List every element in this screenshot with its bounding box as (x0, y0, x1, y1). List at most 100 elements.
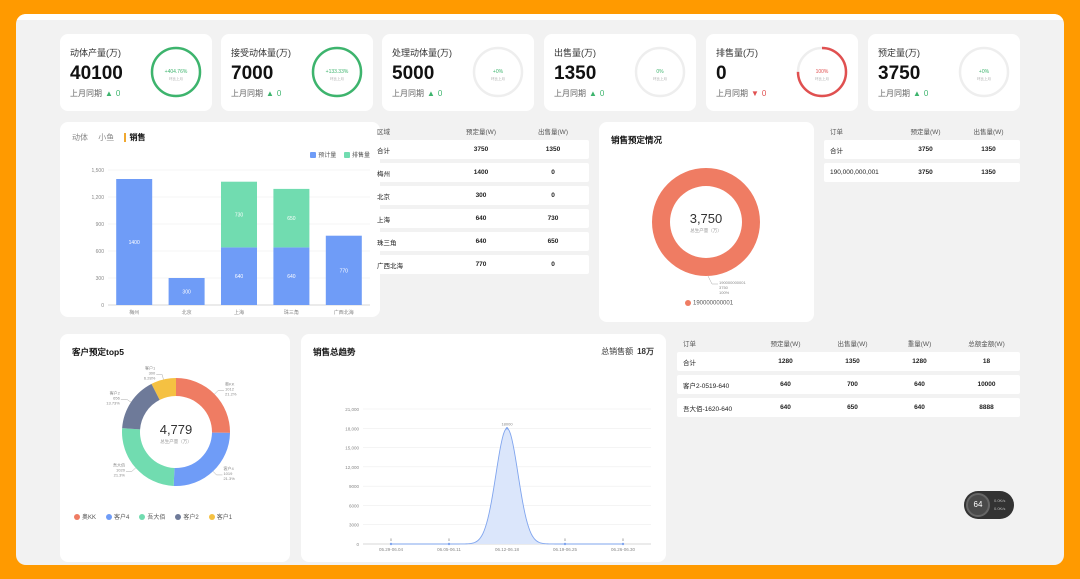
customer-callout-text: 21.2% (225, 392, 237, 397)
bar-forecast[interactable] (273, 247, 310, 305)
bar-sold[interactable] (221, 181, 257, 248)
table-row[interactable]: 客户2-0519-640 640 700 640 10000 (677, 375, 1020, 394)
bar-value-label: 1400 (129, 240, 140, 246)
customer-legend-item[interactable]: 吾大佰 (139, 512, 165, 525)
customer-donut-slice[interactable] (173, 432, 230, 486)
bar-forecast[interactable] (325, 235, 362, 305)
trend-point[interactable] (621, 542, 625, 546)
dashboard-frame: 动体产量(万) 40100 上月同期 ▲ 0 +404.76% 环比上月 接受动体量(万) 70… (16, 14, 1064, 565)
legend-sold: 排售量 (351, 153, 370, 159)
table-header-cell: 订单 (683, 341, 696, 348)
trend-point[interactable] (389, 542, 393, 546)
table-cell: 650 (847, 404, 858, 411)
table-row[interactable]: 上海 640 730 (371, 209, 589, 228)
trend-ytick: 0 (356, 542, 359, 547)
bar-chart-card: 动体 小鱼 销售 预计量 排售量 0 300 600 900 1,200 1,500 140… (60, 122, 380, 317)
kpi-title: 排售量(万) (716, 48, 758, 58)
customer-legend-item[interactable]: 客户1 (208, 512, 233, 525)
customer-legend-item[interactable]: 客户4 (106, 512, 129, 525)
table-cell: 0 (551, 261, 555, 268)
table-row[interactable]: 梅州 1400 0 (371, 163, 589, 182)
kpi-ring: +0%环比上月 (472, 46, 524, 98)
tab-dongti[interactable]: 动体 (72, 133, 88, 142)
bar-value-label: 730 (235, 213, 244, 219)
kpi-ring-progress (796, 46, 848, 98)
table-cell: 640 (475, 215, 487, 222)
legend-swatch (139, 514, 146, 521)
table-row[interactable]: 北京 300 0 (371, 186, 589, 205)
table-row[interactable]: 广西北海 770 0 (371, 255, 589, 274)
widget-upload: 0.0K/s (994, 498, 1006, 503)
table-row[interactable]: 合计 1280 1350 1280 18 (677, 352, 1020, 371)
kpi-ring-sub: 环比上月 (330, 76, 344, 81)
bar-forecast[interactable] (116, 179, 153, 305)
customer-donut-slice[interactable] (176, 378, 230, 433)
arrow-up-icon: ▲ (266, 89, 274, 98)
table-row[interactable]: 合计 3750 1350 (371, 140, 589, 159)
customer-callout-text: 客户1 (145, 365, 156, 371)
trend-card: 销售总趋势 总销售额 18万 0 3000 6000 9000 12,000 15,000 1… (301, 334, 666, 562)
kpi-ring-percent: +404.76% (165, 69, 188, 75)
kpi-card: 处理动体量(万) 5000 上月同期 ▲ 0 +0% 环比上月 (382, 34, 534, 111)
customer-donut-slice[interactable] (151, 378, 176, 400)
trend-point[interactable] (505, 427, 509, 430)
sales-donut-slice[interactable] (652, 168, 760, 276)
kpi-delta: 0 (599, 89, 605, 98)
customer-donut-slice[interactable] (121, 428, 175, 486)
kpi-ring-track (472, 46, 524, 98)
table-row[interactable]: 珠三角 640 650 (371, 232, 589, 251)
customer-legend-label: 吾大佰 (147, 515, 166, 521)
tab-xiaoyu[interactable]: 小鱼 (98, 133, 115, 142)
table-row[interactable]: 190,000,000,001 3750 1350 (824, 163, 1020, 182)
customer-legend: 奥KK 客户4 吾大佰 客户2 客户1 (74, 512, 284, 525)
bar-forecast[interactable] (168, 278, 205, 305)
arrow-up-icon: ▲ (105, 89, 113, 98)
trend-total-value: 18万 (637, 347, 654, 356)
trend-point[interactable] (447, 542, 451, 546)
table-row[interactable]: 吾大佰-1620-640 640 650 640 8888 (677, 398, 1020, 417)
trend-ytick: 15,000 (345, 446, 359, 451)
sales-legend-swatch (685, 300, 691, 306)
trend-ytick: 3000 (349, 523, 360, 528)
customer-donut-slice[interactable] (122, 383, 160, 430)
kpi-ring-track (958, 46, 1010, 98)
table-cell: 640 (914, 404, 925, 411)
table-header-cell: 总额金额(W) (968, 341, 1005, 348)
tab-xiaoshou[interactable]: 销售 (129, 133, 146, 142)
network-speed-widget[interactable]: 64 0.0K/s 0.0K/s (964, 491, 1014, 519)
bar-sold[interactable] (273, 188, 310, 248)
customer-callout-text: 6.28% (144, 376, 156, 381)
kpi-ring-track (634, 46, 686, 98)
table-cell: 770 (475, 261, 487, 268)
bar-forecast[interactable] (221, 247, 257, 305)
sales-donut-legend: 190000000001 (679, 300, 733, 307)
kpi-value: 40100 (70, 63, 123, 84)
customer-donut-title: 客户预定top5 (72, 347, 124, 357)
sales-donut-title: 销售预定情况 (611, 135, 663, 145)
bar-value-label: 640 (235, 274, 244, 280)
customer-legend-item[interactable]: 奥KK (74, 512, 96, 525)
customer-legend-label: 客户1 (216, 515, 233, 521)
sales-donut-card: 销售预定情况 3,750 总生产量（万） 190000000001 3750 100% … (599, 122, 814, 322)
order-table-1: 订单 预定量(W) 出售量(W) 合计 3750 1350 190,000,000,001 3… (824, 122, 1020, 186)
region-table: 区域 预定量(W) 出售量(W) 合计 3750 1350 梅州 1400 0 北京 300 0 上海 6… (371, 122, 589, 278)
trend-ytick: 18,000 (345, 426, 359, 431)
trend-area (391, 428, 623, 544)
kpi-ring: 100%环比上月 (796, 46, 848, 98)
table-cell: 合计 (830, 147, 843, 155)
table-cell: 640 (780, 404, 791, 411)
bar-category-label: 珠三角 (284, 309, 299, 316)
customer-callout-text: 21.3% (223, 476, 235, 481)
kpi-value: 0 (716, 63, 727, 84)
table-cell: 1350 (845, 358, 860, 365)
bar-category-label: 广西北海 (334, 309, 354, 316)
trend-point[interactable] (563, 542, 567, 546)
table-row[interactable]: 合计 3750 1350 (824, 140, 1020, 159)
table-header-cell: 重量(W) (907, 341, 932, 348)
table-cell: 合计 (377, 147, 390, 155)
customer-legend-item[interactable]: 客户2 (175, 512, 199, 525)
trend-point-label: 0 (622, 537, 625, 542)
sales-donut-center-value: 3,750 (690, 211, 723, 226)
kpi-period: 上月同期 (878, 89, 910, 98)
category-tabs: 动体 小鱼 销售 (72, 132, 153, 143)
